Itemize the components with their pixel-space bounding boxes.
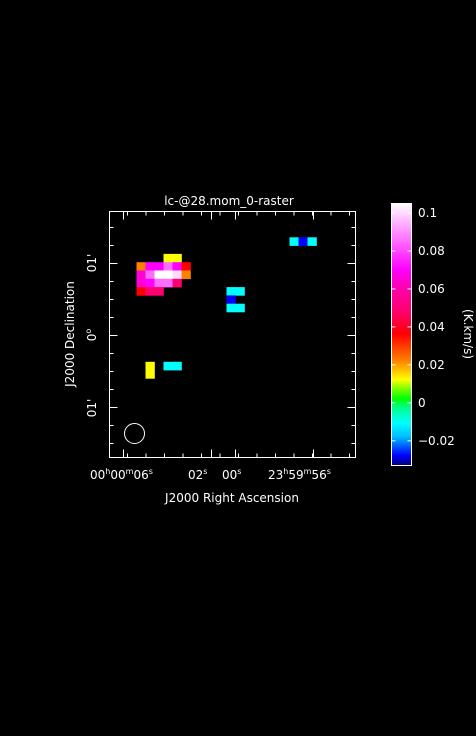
heatmap-pixel-9 <box>145 270 155 280</box>
x-tick-label-3: 00s <box>222 467 241 482</box>
heatmap-pixel-27 <box>289 237 299 246</box>
heatmap-pixel-23 <box>235 287 245 296</box>
heatmap-pixel-17 <box>163 278 173 288</box>
colorbar-tick-label-0: 0.1 <box>418 206 437 220</box>
heatmap-pixel-1 <box>172 253 182 263</box>
heatmap-pixel-29 <box>307 237 317 246</box>
chart-title: lc-@28.mom_0-raster <box>164 194 294 208</box>
heatmap-pixel-33 <box>172 361 182 371</box>
heatmap-pixel-2 <box>136 262 146 271</box>
colorbar-ticks: 0.1 0.08 0.06 0.04 0.02 0 −0.02 <box>391 206 455 448</box>
colorbar-label: (K.km/s) <box>461 309 475 359</box>
colorbar-tick-label-2: 0.06 <box>418 282 445 296</box>
colorbar-gradient <box>391 203 411 465</box>
x-axis-label: J2000 Right Ascension <box>164 491 299 505</box>
heatmap-pixel-16 <box>154 278 164 288</box>
heatmap-pixel-12 <box>172 270 182 280</box>
colorbar-tick-label-6: −0.02 <box>418 434 455 448</box>
heatmap-pixel-26 <box>235 303 245 313</box>
heatmap-pixel-21 <box>154 287 164 296</box>
colorbar-tick-label-5: 0 <box>418 396 426 410</box>
heatmap-pixel-28 <box>298 237 308 246</box>
heatmap-pixel-0 <box>163 253 173 263</box>
heatmap-pixel-5 <box>163 262 173 271</box>
y-tick-label-1: 01' <box>85 254 99 273</box>
heatmap-pixel-20 <box>145 287 155 296</box>
y-tick-label-3: 01' <box>85 399 99 418</box>
heatmap-pixel-15 <box>145 278 155 288</box>
colorbar-tick-label-4: 0.02 <box>418 358 445 372</box>
y-tick-label-2: 0o <box>84 329 99 342</box>
plot-frame <box>109 211 356 458</box>
heatmap-pixel-18 <box>172 278 182 288</box>
colorbar-tick-label-3: 0.04 <box>418 320 445 334</box>
heatmap-pixel-11 <box>163 270 173 280</box>
heatmap-pixel-7 <box>181 262 191 271</box>
heatmap-pixel-10 <box>154 270 164 280</box>
x-tick-label-1: 00h00m06s <box>90 467 153 482</box>
heatmap-pixel-14 <box>136 278 146 288</box>
axis-ticks <box>109 211 356 458</box>
y-axis-label: J2000 Declination <box>63 281 77 388</box>
colorbar-tick-label-1: 0.08 <box>418 244 445 258</box>
heatmap-pixel-30 <box>145 361 155 371</box>
beam-ellipse <box>124 423 145 444</box>
heatmap-pixel-4 <box>154 262 164 271</box>
heatmap-pixel-31 <box>145 370 155 379</box>
x-tick-label-2: 02s <box>188 467 207 482</box>
x-tick-label-4: 23h59m56s <box>268 467 331 482</box>
heatmap-pixel-32 <box>163 361 173 371</box>
heatmap-pixel-6 <box>172 262 182 271</box>
heatmap-pixel-24 <box>226 295 236 304</box>
heatmap-pixel-19 <box>136 287 146 296</box>
heatmap-pixel-8 <box>136 270 146 280</box>
colorbar-frame <box>391 203 412 466</box>
heatmap-pixel-25 <box>226 303 236 313</box>
heatmap-pixels <box>136 237 317 379</box>
heatmap-pixel-22 <box>226 287 236 296</box>
heatmap-pixel-3 <box>145 262 155 271</box>
heatmap-pixel-13 <box>181 270 191 280</box>
